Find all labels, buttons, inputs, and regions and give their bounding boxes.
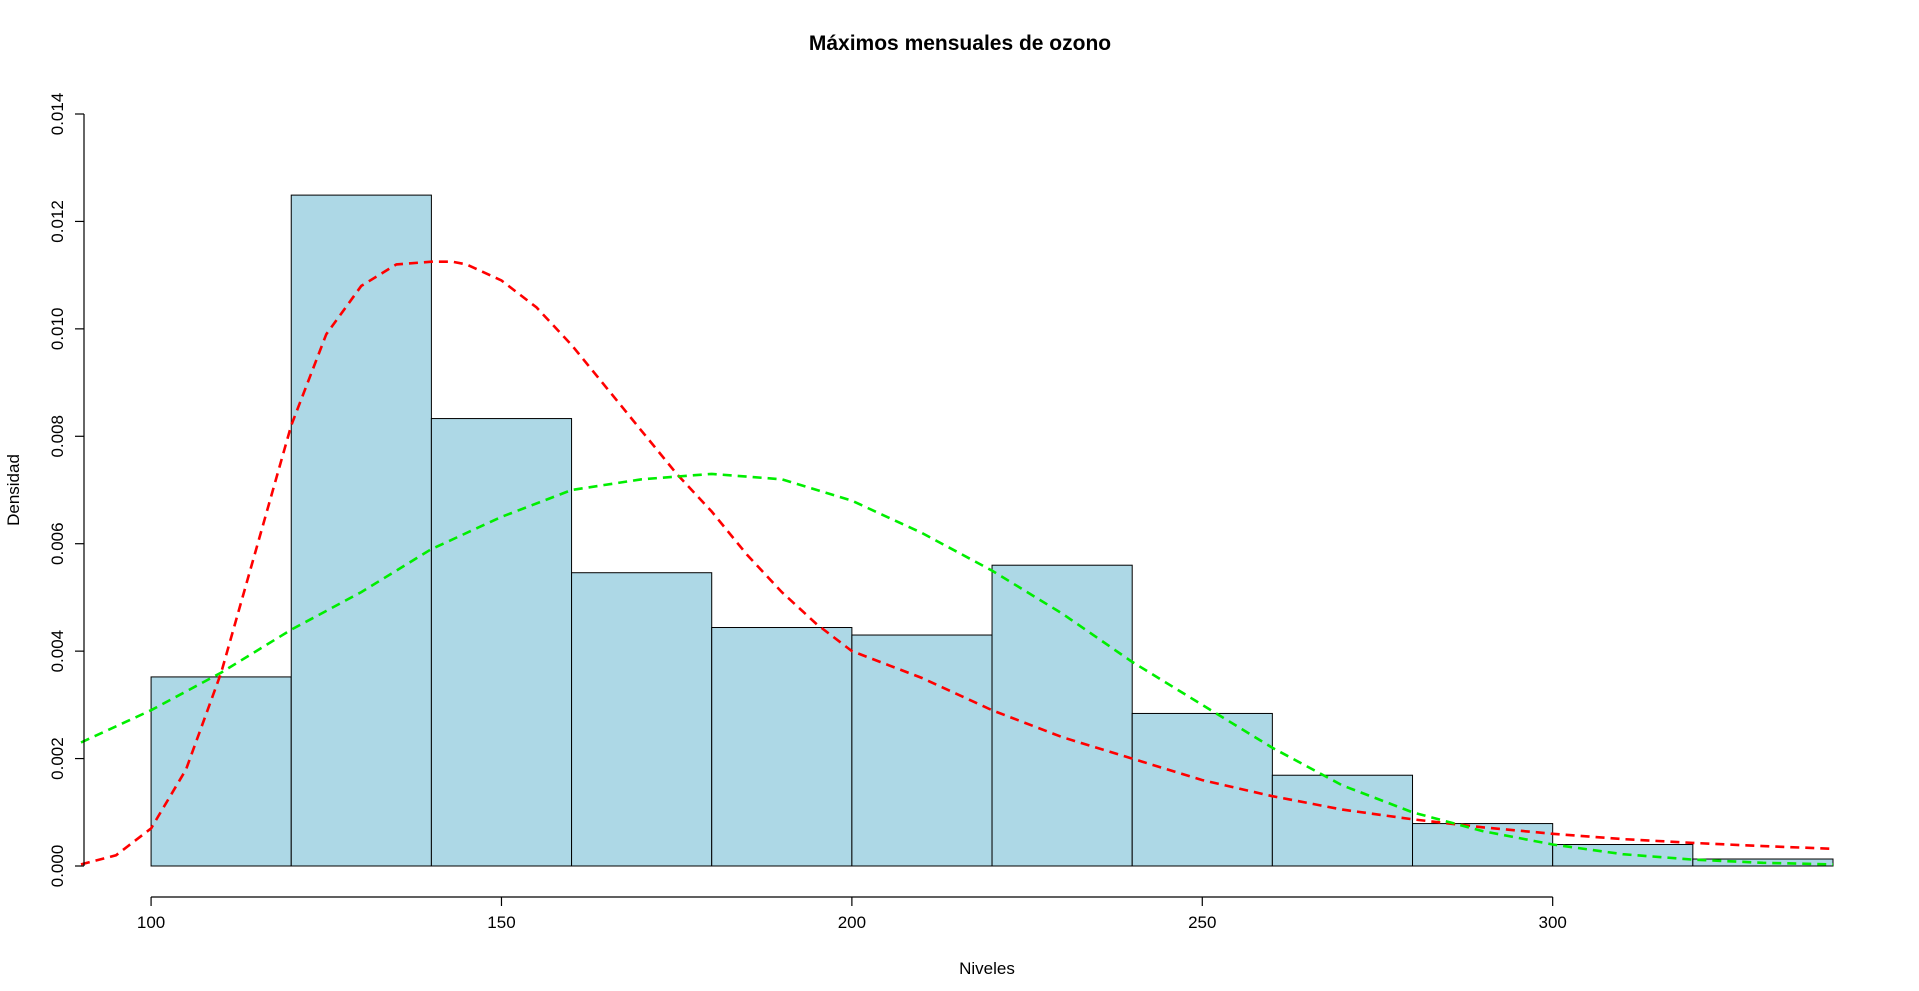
- y-tick-label: 0.010: [48, 308, 67, 351]
- y-tick-label: 0.000: [48, 845, 67, 888]
- y-tick-label: 0.014: [48, 93, 67, 136]
- histogram-bar-8: [1271, 774, 1414, 867]
- y-axis: 0.000 0.002 0.004 0.006 0.008 0.010 0.012 0.014: [48, 93, 85, 888]
- x-tick-label: 150: [487, 913, 515, 932]
- histogram-bars: [150, 194, 1834, 867]
- density-curves: [80, 260, 1834, 866]
- x-axis-label: Niveles: [959, 959, 1015, 978]
- histogram-bar-7: [1131, 712, 1273, 867]
- y-tick-label: 0.002: [48, 737, 67, 780]
- histogram-bar-5: [851, 634, 993, 867]
- x-axis: 100 150 200 250 300: [137, 896, 1567, 932]
- x-tick-label: 250: [1188, 913, 1216, 932]
- density-curve-1: [80, 472, 1834, 866]
- histogram-bar-4: [711, 627, 853, 867]
- y-axis-label: Densidad: [4, 454, 23, 526]
- x-tick-label: 300: [1538, 913, 1566, 932]
- x-tick-label: 100: [137, 913, 165, 932]
- x-tick-label: 200: [838, 913, 866, 932]
- density-curve-0: [80, 260, 1834, 866]
- y-tick-label: 0.012: [48, 200, 67, 243]
- histogram-bar-6: [991, 564, 1133, 867]
- y-tick-label: 0.008: [48, 415, 67, 458]
- y-tick-label: 0.004: [48, 630, 67, 673]
- histogram-bar-3: [571, 572, 713, 867]
- histogram-bar-0: [150, 676, 292, 867]
- chart-title: Máximos mensuales de ozono: [809, 32, 1111, 55]
- histogram-bar-2: [430, 418, 573, 867]
- histogram-bar-1: [290, 194, 432, 867]
- y-tick-label: 0.006: [48, 522, 67, 565]
